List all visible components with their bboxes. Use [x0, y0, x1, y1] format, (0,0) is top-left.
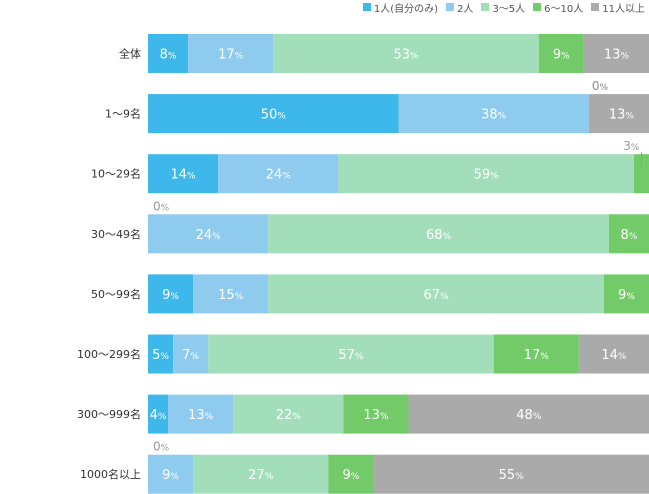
bar-segment — [398, 94, 589, 134]
callout-label: 3% — [623, 139, 640, 153]
bar-segment — [538, 34, 584, 73]
callout-label: 0% — [153, 199, 170, 213]
category-label: 30〜49名 — [91, 227, 141, 241]
data-label: 53% — [393, 48, 419, 63]
bar-segment — [578, 334, 649, 374]
data-label: 59% — [474, 168, 500, 183]
data-label: 50% — [261, 108, 287, 123]
category-label: 10〜29名 — [91, 167, 141, 181]
bar-segment — [208, 334, 494, 374]
bar-segment — [493, 334, 579, 374]
data-label: 27% — [248, 468, 274, 483]
bar-segment — [148, 274, 194, 314]
data-label: 13% — [609, 108, 635, 123]
bar-segment — [588, 94, 649, 134]
bar-segment — [338, 154, 634, 194]
bar-segment — [173, 334, 209, 374]
bar-segment — [148, 154, 219, 194]
legend-item-5: 11人以上 — [591, 0, 645, 15]
bar-segment — [148, 94, 399, 134]
legend-swatch-5 — [591, 3, 600, 11]
bar-segment — [148, 334, 174, 374]
bar-segment — [148, 394, 169, 434]
data-label: 8% — [160, 48, 177, 63]
data-label: 14% — [171, 168, 197, 183]
bar-segment — [603, 274, 649, 314]
bar-segment — [233, 394, 344, 434]
bar-segment — [408, 394, 649, 434]
data-label: 38% — [481, 108, 507, 123]
bar-segment — [583, 34, 649, 73]
data-label: 9% — [618, 288, 635, 303]
bar-segment — [608, 214, 649, 254]
legend-label-3: 3〜5人 — [492, 3, 526, 15]
chart-legend: 1人(自分のみ) 2人 3〜5人 6〜10人 11人以上 — [362, 0, 645, 15]
data-label: 24% — [266, 168, 292, 183]
data-label: 9% — [162, 288, 179, 303]
bar-segment — [148, 454, 194, 494]
data-label: 13% — [363, 408, 389, 423]
callout-label: 0% — [592, 79, 609, 93]
data-label: 15% — [218, 288, 244, 303]
bar-segment — [328, 454, 374, 494]
bar-segment — [268, 274, 604, 314]
category-label: 全体 — [119, 47, 141, 61]
category-label: 1000名以上 — [80, 467, 141, 481]
legend-label-2: 2人 — [457, 3, 474, 15]
bar-segment — [268, 214, 609, 254]
legend-swatch-3 — [481, 3, 490, 11]
callout-label: 0% — [592, 79, 609, 93]
legend-label-4: 6〜10人 — [544, 3, 584, 15]
data-label: 9% — [553, 48, 570, 63]
legend-swatch-4 — [533, 3, 542, 11]
legend-item-3: 3〜5人 — [481, 0, 525, 15]
legend-swatch-2 — [446, 3, 455, 11]
legend-label-5: 11人以上 — [602, 3, 645, 15]
bar-segment — [193, 454, 329, 494]
data-label: 17% — [524, 348, 550, 363]
bar-segment — [343, 394, 409, 434]
data-label: 9% — [342, 468, 359, 483]
data-label: 14% — [601, 348, 627, 363]
bar-segment — [193, 274, 269, 314]
data-label: 55% — [499, 468, 525, 483]
data-label: 67% — [424, 288, 450, 303]
bar-segment — [218, 154, 339, 194]
legend-item-2: 2人 — [446, 0, 473, 15]
bar-segment — [373, 454, 649, 494]
bar-segment — [188, 34, 274, 73]
data-label: 4% — [150, 408, 167, 423]
data-label: 22% — [276, 408, 302, 423]
legend-item-4: 6〜10人 — [533, 0, 583, 15]
data-label: 9% — [162, 468, 179, 483]
data-label: 13% — [188, 408, 214, 423]
data-label: 17% — [218, 48, 244, 63]
data-label: 13% — [604, 48, 630, 63]
data-label: 8% — [621, 228, 638, 243]
data-label: 5% — [152, 348, 169, 363]
category-label: 50〜99名 — [91, 287, 141, 301]
category-label: 300〜999名 — [77, 407, 141, 421]
bar-segment — [633, 154, 649, 194]
legend-label-1: 1人(自分のみ) — [373, 3, 439, 15]
data-label: 57% — [338, 348, 364, 363]
bar-segment — [148, 34, 189, 73]
data-label: 68% — [426, 228, 452, 243]
bar-segment — [148, 214, 269, 254]
bar-segment — [273, 34, 539, 73]
bar-segment — [168, 394, 234, 434]
data-label: 48% — [516, 408, 542, 423]
category-label: 1〜9名 — [105, 107, 141, 121]
callout-label: 0% — [153, 440, 170, 454]
legend-item-1: 1人(自分のみ) — [362, 0, 439, 15]
data-label: 24% — [196, 228, 222, 243]
legend-swatch-1 — [362, 3, 371, 11]
data-label: 7% — [182, 348, 199, 363]
category-label: 100〜299名 — [77, 347, 141, 361]
